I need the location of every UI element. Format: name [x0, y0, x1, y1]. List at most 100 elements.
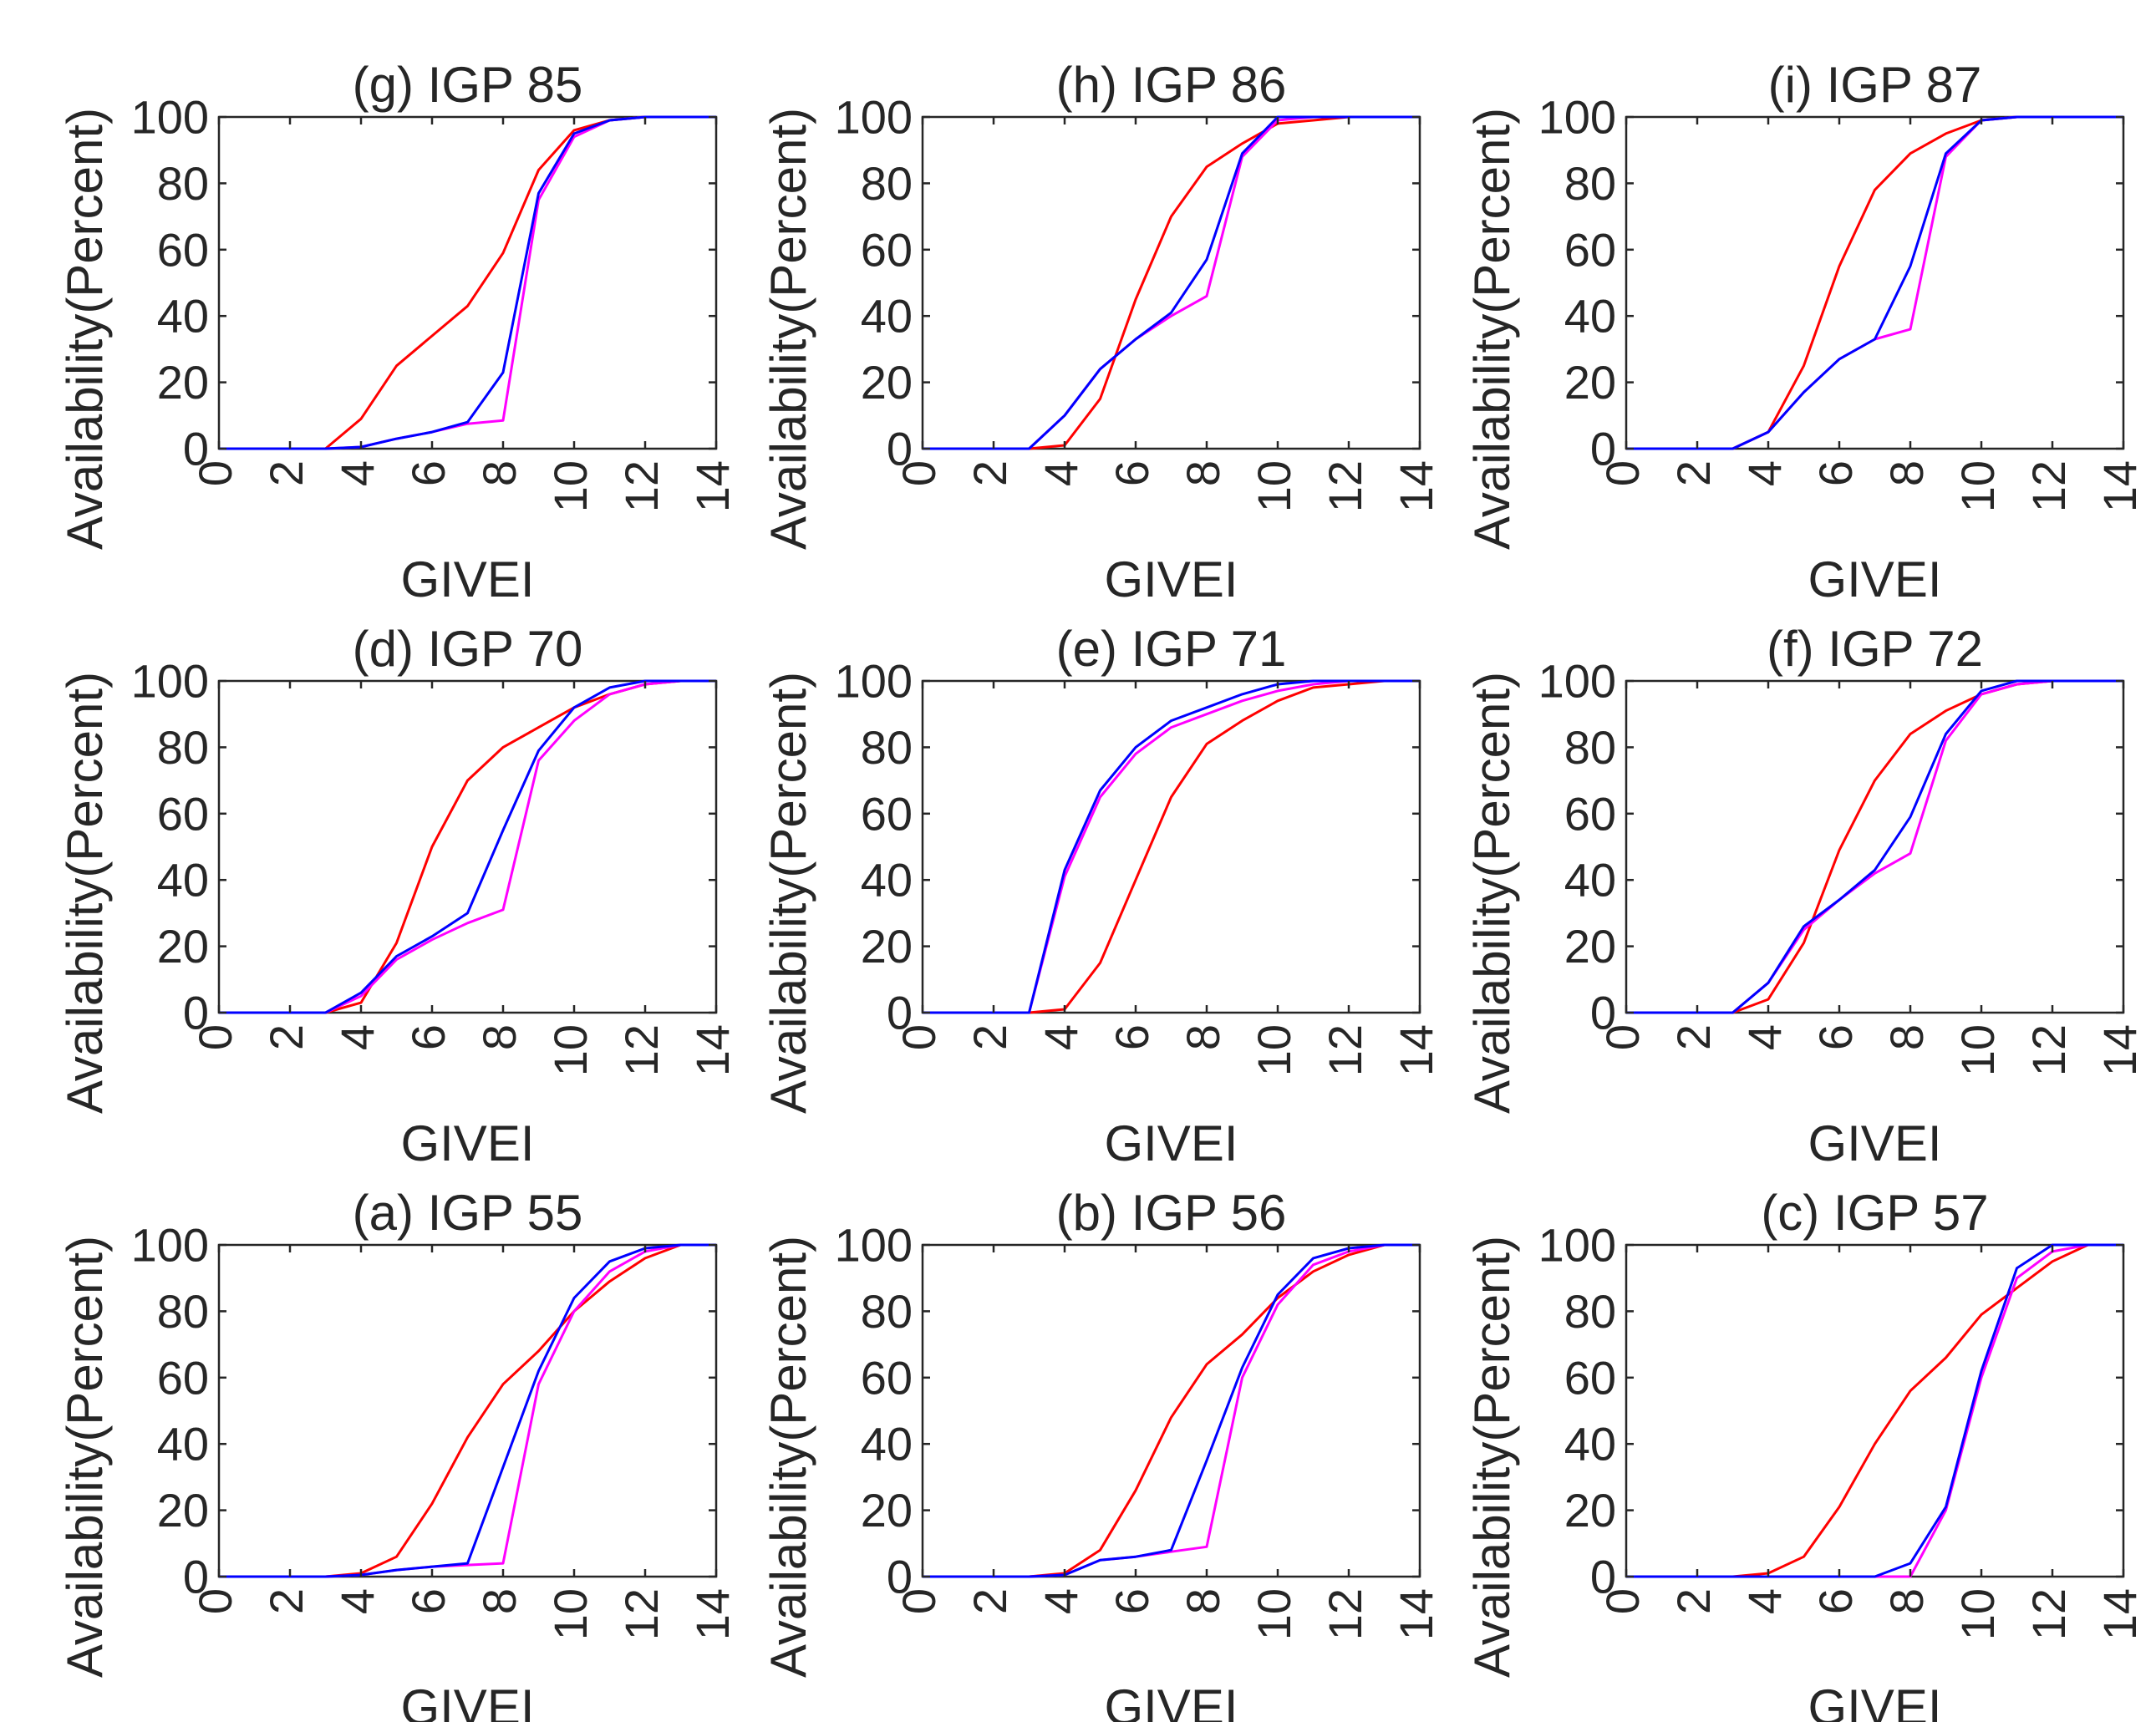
y-axis-label: Availability(Percent) [57, 672, 113, 1114]
x-tick-label: 4 [331, 460, 384, 486]
x-tick-label: 8 [473, 1024, 526, 1050]
plot-area [217, 679, 718, 1014]
chart-title: (f) IGP 72 [1767, 621, 1983, 677]
y-tick-label: 0 [887, 987, 913, 1039]
x-axis-label: GIVEI [1104, 1679, 1238, 1722]
y-tick-label: 80 [157, 157, 209, 210]
y-tick-label: 100 [835, 655, 913, 708]
series-line-blue [1626, 115, 2123, 450]
x-tick-label: 12 [1319, 460, 1371, 512]
x-tick-label: 14 [2093, 1588, 2146, 1640]
plot-area [921, 679, 1421, 1014]
y-tick-label: 20 [861, 920, 913, 973]
x-tick-label: 8 [1880, 460, 1933, 486]
chart-title: (e) IGP 71 [1056, 621, 1287, 677]
x-tick-label: 4 [1738, 460, 1791, 486]
chart-title: (c) IGP 57 [1761, 1185, 1988, 1241]
x-tick-label: 12 [615, 460, 668, 512]
x-tick-label: 10 [1951, 1588, 2004, 1640]
y-tick-label: 60 [1564, 1351, 1616, 1404]
y-tick-label: 20 [157, 1484, 209, 1537]
x-tick-label: 14 [686, 1024, 739, 1076]
y-tick-label: 60 [1564, 223, 1616, 276]
y-axis-label: Availability(Percent) [1464, 672, 1520, 1114]
y-tick-label: 40 [157, 290, 209, 343]
y-tick-label: 20 [1564, 920, 1616, 973]
x-tick-label: 0 [1596, 1588, 1649, 1614]
x-tick-label: 6 [1809, 1024, 1862, 1050]
plot-area [921, 115, 1421, 450]
series-line-blue [923, 1243, 1420, 1578]
x-tick-label: 14 [686, 460, 739, 512]
x-tick-label: 8 [1177, 1588, 1229, 1614]
y-tick-label: 40 [157, 854, 209, 907]
y-axis-label: Availability(Percent) [760, 672, 816, 1114]
y-tick-label: 100 [835, 1219, 913, 1272]
y-tick-label: 80 [861, 721, 913, 774]
x-tick-label: 6 [402, 1588, 455, 1614]
x-tick-label: 0 [189, 1024, 242, 1050]
plot-area [1625, 115, 2125, 450]
y-axis-label: Availability(Percent) [760, 1236, 816, 1678]
x-tick-label: 6 [1106, 460, 1158, 486]
x-tick-label: 10 [1951, 460, 2004, 512]
series-line-blue [1626, 1243, 2123, 1578]
x-tick-label: 6 [402, 1024, 455, 1050]
x-tick-label: 10 [1248, 1588, 1300, 1640]
y-tick-label: 100 [131, 655, 209, 708]
y-tick-label: 100 [1538, 655, 1616, 708]
x-axis-label: GIVEI [400, 1115, 534, 1171]
y-tick-label: 60 [861, 223, 913, 276]
x-tick-label: 10 [544, 1024, 597, 1076]
y-tick-label: 40 [1564, 1418, 1616, 1471]
series-line-blue [923, 679, 1420, 1014]
x-tick-label: 12 [2022, 460, 2075, 512]
y-axis-label: Availability(Percent) [760, 108, 816, 550]
y-tick-label: 80 [157, 721, 209, 774]
x-tick-label: 2 [1667, 1588, 1720, 1614]
x-tick-label: 6 [1106, 1024, 1158, 1050]
y-tick-label: 20 [861, 356, 913, 409]
y-tick-label: 0 [1590, 1551, 1616, 1603]
x-tick-label: 4 [1035, 1588, 1087, 1614]
y-tick-label: 80 [1564, 1285, 1616, 1338]
x-tick-label: 4 [331, 1588, 384, 1614]
x-axis-label: GIVEI [1808, 1679, 1941, 1722]
x-tick-label: 12 [615, 1588, 668, 1640]
x-axis-label: GIVEI [1104, 551, 1238, 607]
y-tick-label: 0 [887, 423, 913, 475]
x-tick-label: 10 [544, 1588, 597, 1640]
x-axis-label: GIVEI [1808, 1115, 1941, 1171]
x-tick-label: 4 [1738, 1588, 1791, 1614]
y-tick-label: 100 [1538, 1219, 1616, 1272]
chart-title: (a) IGP 55 [353, 1185, 583, 1241]
x-tick-label: 6 [1106, 1588, 1158, 1614]
y-tick-label: 60 [157, 223, 209, 276]
series-line-blue [219, 679, 716, 1014]
y-tick-label: 0 [183, 987, 209, 1039]
x-tick-label: 14 [1390, 1024, 1442, 1076]
x-tick-label: 2 [260, 1588, 313, 1614]
x-tick-label: 12 [1319, 1588, 1371, 1640]
x-tick-label: 2 [1667, 460, 1720, 486]
y-tick-label: 100 [131, 91, 209, 144]
y-tick-label: 40 [1564, 854, 1616, 907]
x-tick-label: 12 [615, 1024, 668, 1076]
x-tick-label: 4 [1035, 460, 1087, 486]
x-tick-label: 4 [1035, 1024, 1087, 1050]
x-tick-label: 12 [2022, 1024, 2075, 1076]
x-tick-label: 6 [402, 460, 455, 486]
y-tick-label: 0 [887, 1551, 913, 1603]
x-tick-label: 0 [892, 460, 945, 486]
y-tick-label: 20 [861, 1484, 913, 1537]
x-tick-label: 14 [2093, 1024, 2146, 1076]
y-tick-label: 0 [1590, 423, 1616, 475]
y-tick-label: 20 [157, 356, 209, 409]
y-tick-label: 80 [861, 1285, 913, 1338]
